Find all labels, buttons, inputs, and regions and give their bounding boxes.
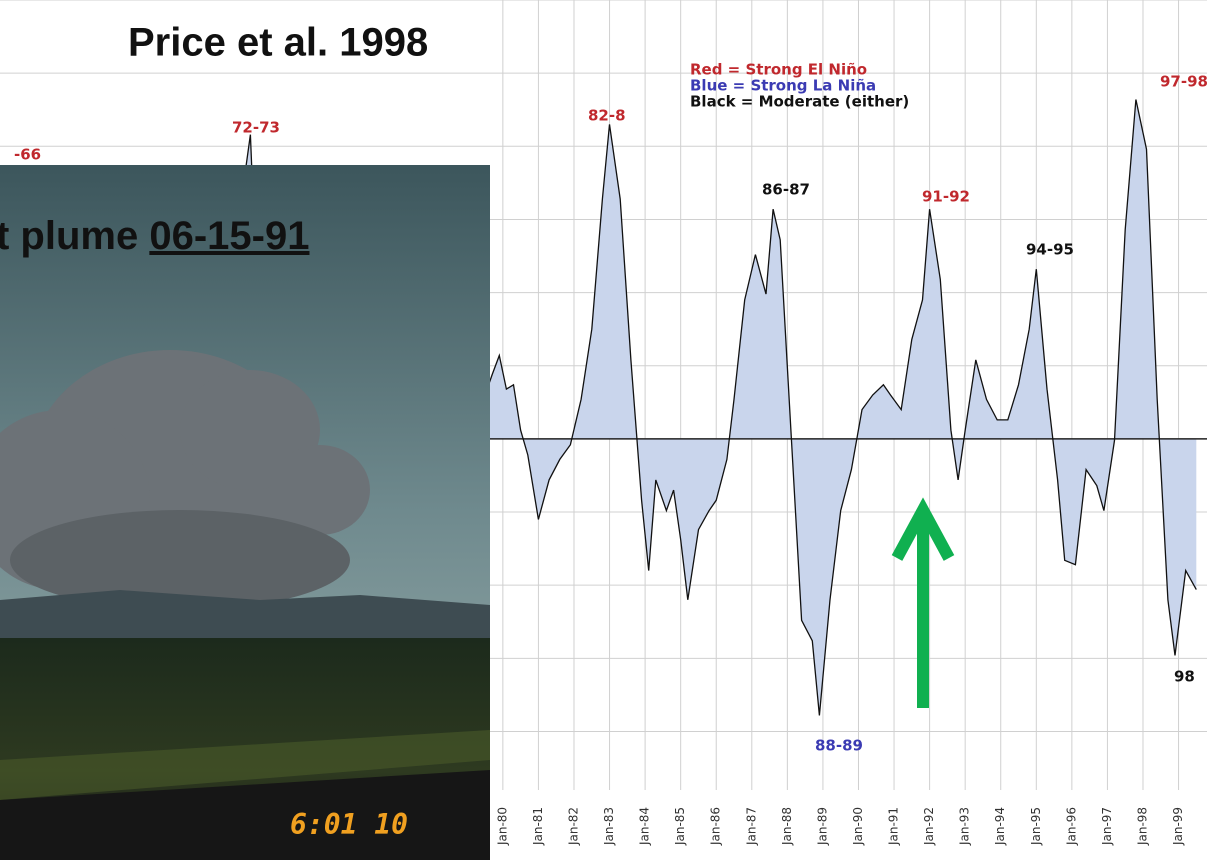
x-tick-label: Jan-90 [851, 807, 865, 846]
mountains [0, 590, 490, 640]
caption-date: 06-15-91 [149, 214, 309, 258]
x-tick-label: Jan-84 [638, 807, 652, 846]
x-tick-label: Jan-83 [602, 807, 616, 846]
x-tick-label: Jan-97 [1100, 807, 1114, 846]
photo-caption: t plume 06-15-91 [0, 214, 309, 258]
photo: t plume 06-15-91 6:01 10 [0, 165, 490, 860]
peak-label: 91-92 [922, 188, 970, 206]
peak-label: 72-73 [232, 119, 280, 137]
x-tick-label: Jan-95 [1029, 807, 1043, 846]
field [0, 730, 490, 800]
x-tick-label: Jan-86 [709, 807, 723, 846]
x-tick-label: Jan-92 [922, 807, 936, 846]
arrow-head [891, 497, 955, 561]
x-tick-label: Jan-89 [815, 807, 829, 846]
ash-cloud [0, 350, 370, 610]
x-tick-label: Jan-88 [780, 807, 794, 846]
x-tick-label: Jan-82 [566, 807, 580, 846]
x-tick-label: Jan-87 [744, 807, 758, 846]
x-tick-label: Jan-85 [673, 807, 687, 846]
x-tick-label: Jan-99 [1171, 807, 1185, 846]
peak-label: 94-95 [1026, 241, 1074, 259]
x-tick-label: Jan-96 [1064, 807, 1078, 846]
road [0, 770, 490, 860]
x-tick-label: Jan-80 [495, 807, 509, 846]
slide-title: Price et al. 1998 [128, 21, 428, 65]
peak-label: 98 [1174, 668, 1195, 686]
peak-label: -66 [14, 146, 41, 164]
x-tick-label: Jan-98 [1135, 807, 1149, 846]
peak-label: 82-8 [588, 107, 626, 125]
peak-label: 86-87 [762, 181, 810, 199]
legend-line: Blue = Strong La Niña [690, 77, 876, 95]
x-tick-label: Jan-81 [531, 807, 545, 846]
x-tick-label: Jan-91 [887, 807, 901, 846]
peak-label: 97-98 [1160, 73, 1207, 91]
index-line [4, 99, 1197, 716]
photo-timestamp: 6:01 10 [290, 808, 408, 841]
peak-label: 88-89 [815, 737, 863, 755]
legend-line: Red = Strong El Niño [690, 61, 867, 79]
x-tick-label: Jan-93 [958, 807, 972, 846]
caption-prefix: t plume [0, 214, 138, 258]
legend-line: Black = Moderate (either) [690, 93, 909, 111]
green-arrow [891, 497, 955, 708]
x-tick-label: Jan-94 [993, 807, 1007, 846]
